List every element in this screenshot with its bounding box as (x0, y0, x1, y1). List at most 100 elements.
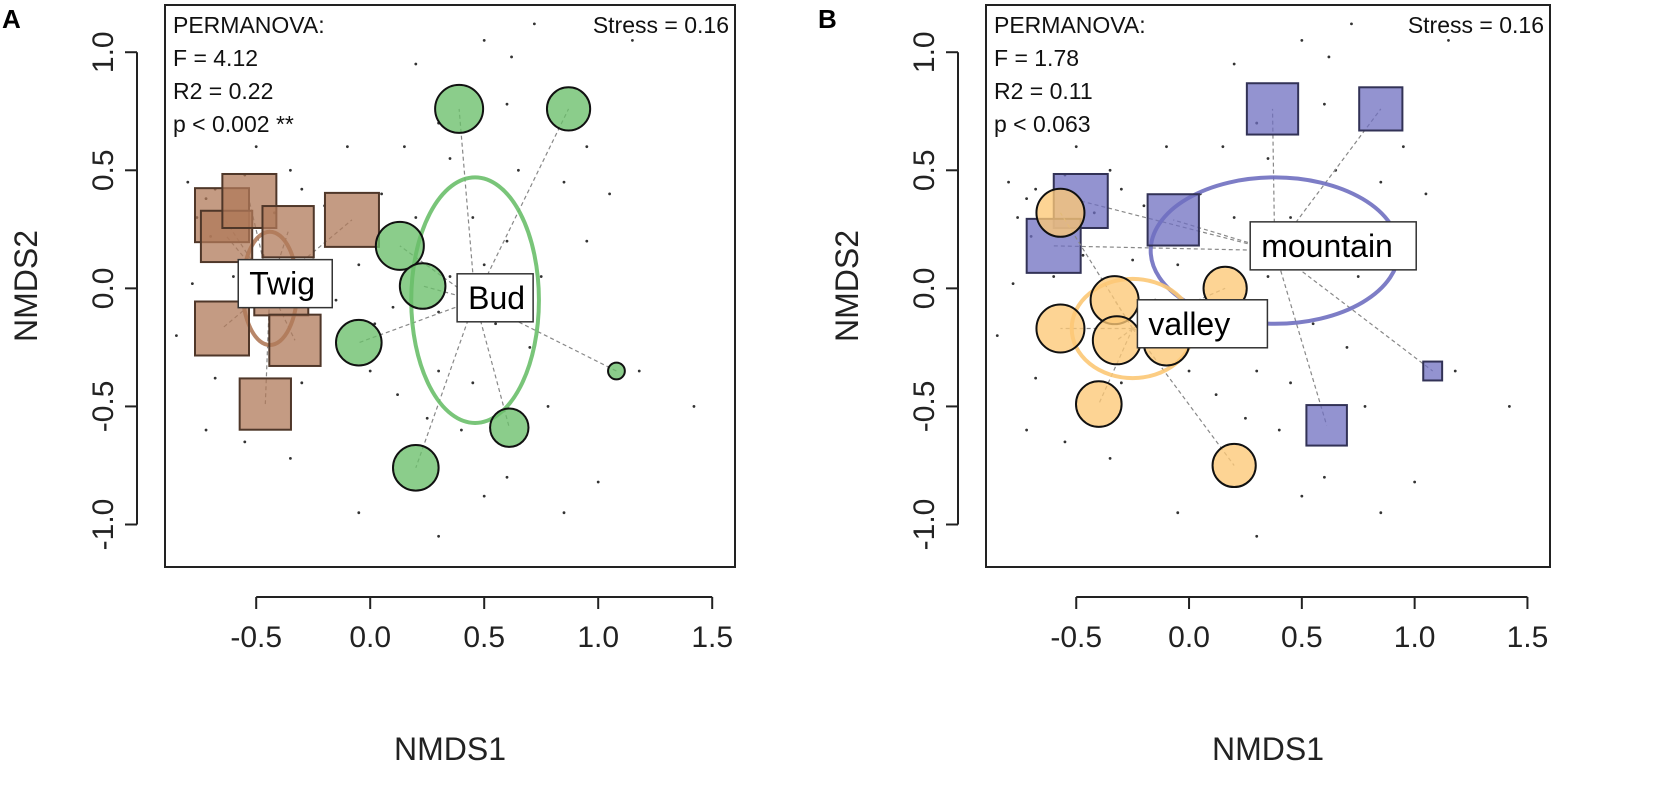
species-point (510, 55, 513, 59)
species-point (300, 381, 304, 385)
species-point (403, 145, 406, 149)
species-point (414, 62, 418, 66)
species-point (1289, 381, 1292, 385)
species-point (175, 334, 178, 337)
species-point (637, 369, 641, 373)
stats-line: R2 = 0.22 (173, 78, 273, 104)
species-point (562, 180, 566, 184)
x-axis-title: NMDS1 (394, 731, 506, 767)
species-point (562, 511, 566, 515)
x-tick-label: 1.0 (577, 621, 619, 654)
sample-point (607, 361, 626, 381)
species-point (1034, 376, 1038, 380)
group-label-box (1136, 299, 1269, 349)
y-tick-label: 0.0 (908, 268, 941, 310)
sample-point (1211, 442, 1257, 489)
species-point (692, 405, 696, 408)
spider-line (1274, 250, 1328, 426)
species-point (437, 534, 440, 538)
species-point (346, 145, 349, 149)
stats-line: PERMANOVA: (994, 12, 1146, 38)
species-point (1232, 62, 1236, 66)
species-point (471, 381, 475, 385)
panel-letter: A (2, 4, 21, 34)
panel-letter: B (818, 4, 837, 34)
species-point (243, 440, 247, 444)
species-point (334, 298, 338, 302)
x-axis-title: NMDS1 (1212, 731, 1324, 767)
y-tick-label: 0.0 (87, 268, 120, 310)
species-point (448, 157, 452, 160)
stats-line: PERMANOVA: (173, 12, 325, 38)
species-point (300, 187, 304, 191)
species-point (460, 428, 463, 432)
sample-point (1091, 315, 1142, 366)
species-point (391, 305, 395, 309)
species-point (539, 275, 543, 278)
group-label-box (1249, 221, 1417, 271)
species-point (213, 376, 217, 380)
species-point (528, 345, 532, 349)
species-point (517, 168, 520, 172)
species-point (1323, 102, 1326, 106)
species-point (1363, 405, 1367, 408)
stats-line: R2 = 0.11 (994, 78, 1093, 104)
sample-point (1146, 193, 1200, 247)
spider-line (1274, 250, 1434, 372)
species-point (1176, 511, 1180, 515)
spider-line (458, 108, 476, 301)
species-point (186, 180, 190, 184)
species-point (1379, 511, 1383, 515)
species-point (1266, 275, 1270, 278)
group-label-box (456, 273, 534, 323)
stats-line: p < 0.002 ** (173, 111, 294, 137)
species-point (1277, 428, 1281, 432)
species-point (505, 475, 509, 479)
species-point (585, 145, 589, 149)
species-point (471, 216, 475, 219)
species-point (1025, 428, 1029, 432)
species-point (1007, 180, 1010, 184)
species-point (505, 102, 509, 106)
species-point (357, 263, 361, 267)
x-tick-label: -0.5 (1050, 621, 1102, 654)
y-axis-title: NMDS2 (8, 230, 44, 342)
spider-line (474, 299, 617, 372)
group-label: Twig (249, 266, 315, 302)
species-point (254, 145, 258, 149)
species-point (1300, 494, 1304, 498)
sample-point (1358, 86, 1404, 132)
sample-point (1075, 380, 1123, 428)
panel-a: A Twig Bud PERMANOVA: F = 4.12 R2 = 0.22 p < 0… (2, 4, 736, 767)
species-point (1413, 480, 1417, 484)
species-point (585, 239, 589, 243)
species-point (995, 334, 999, 337)
species-point (1052, 275, 1056, 278)
species-point (1323, 475, 1326, 479)
y-tick-label: 0.5 (908, 149, 941, 191)
y-axis-title: NMDS2 (829, 230, 865, 342)
y-tick-label: -1.0 (908, 499, 941, 551)
sample-point (392, 444, 440, 492)
species-point (1300, 39, 1304, 42)
species-point (1255, 369, 1259, 373)
sample-point (1422, 360, 1444, 382)
species-point (1214, 393, 1218, 397)
sample-point (398, 262, 447, 310)
species-point (1424, 192, 1428, 196)
stats-line: F = 4.12 (173, 45, 258, 71)
species-point (482, 39, 486, 42)
species-point (289, 456, 292, 460)
species-point (1345, 345, 1349, 349)
species-point (190, 282, 194, 286)
species-point (380, 192, 383, 196)
y-axis: -1.0 -0.5 0.0 0.5 1.0 (87, 31, 138, 550)
x-axis: -0.5 0.0 0.5 1.0 1.5 (230, 596, 733, 654)
species-point (494, 322, 497, 326)
sample-point (268, 313, 322, 367)
species-point (1016, 216, 1019, 219)
group-label: mountain (1261, 228, 1393, 264)
species-point (204, 428, 208, 432)
